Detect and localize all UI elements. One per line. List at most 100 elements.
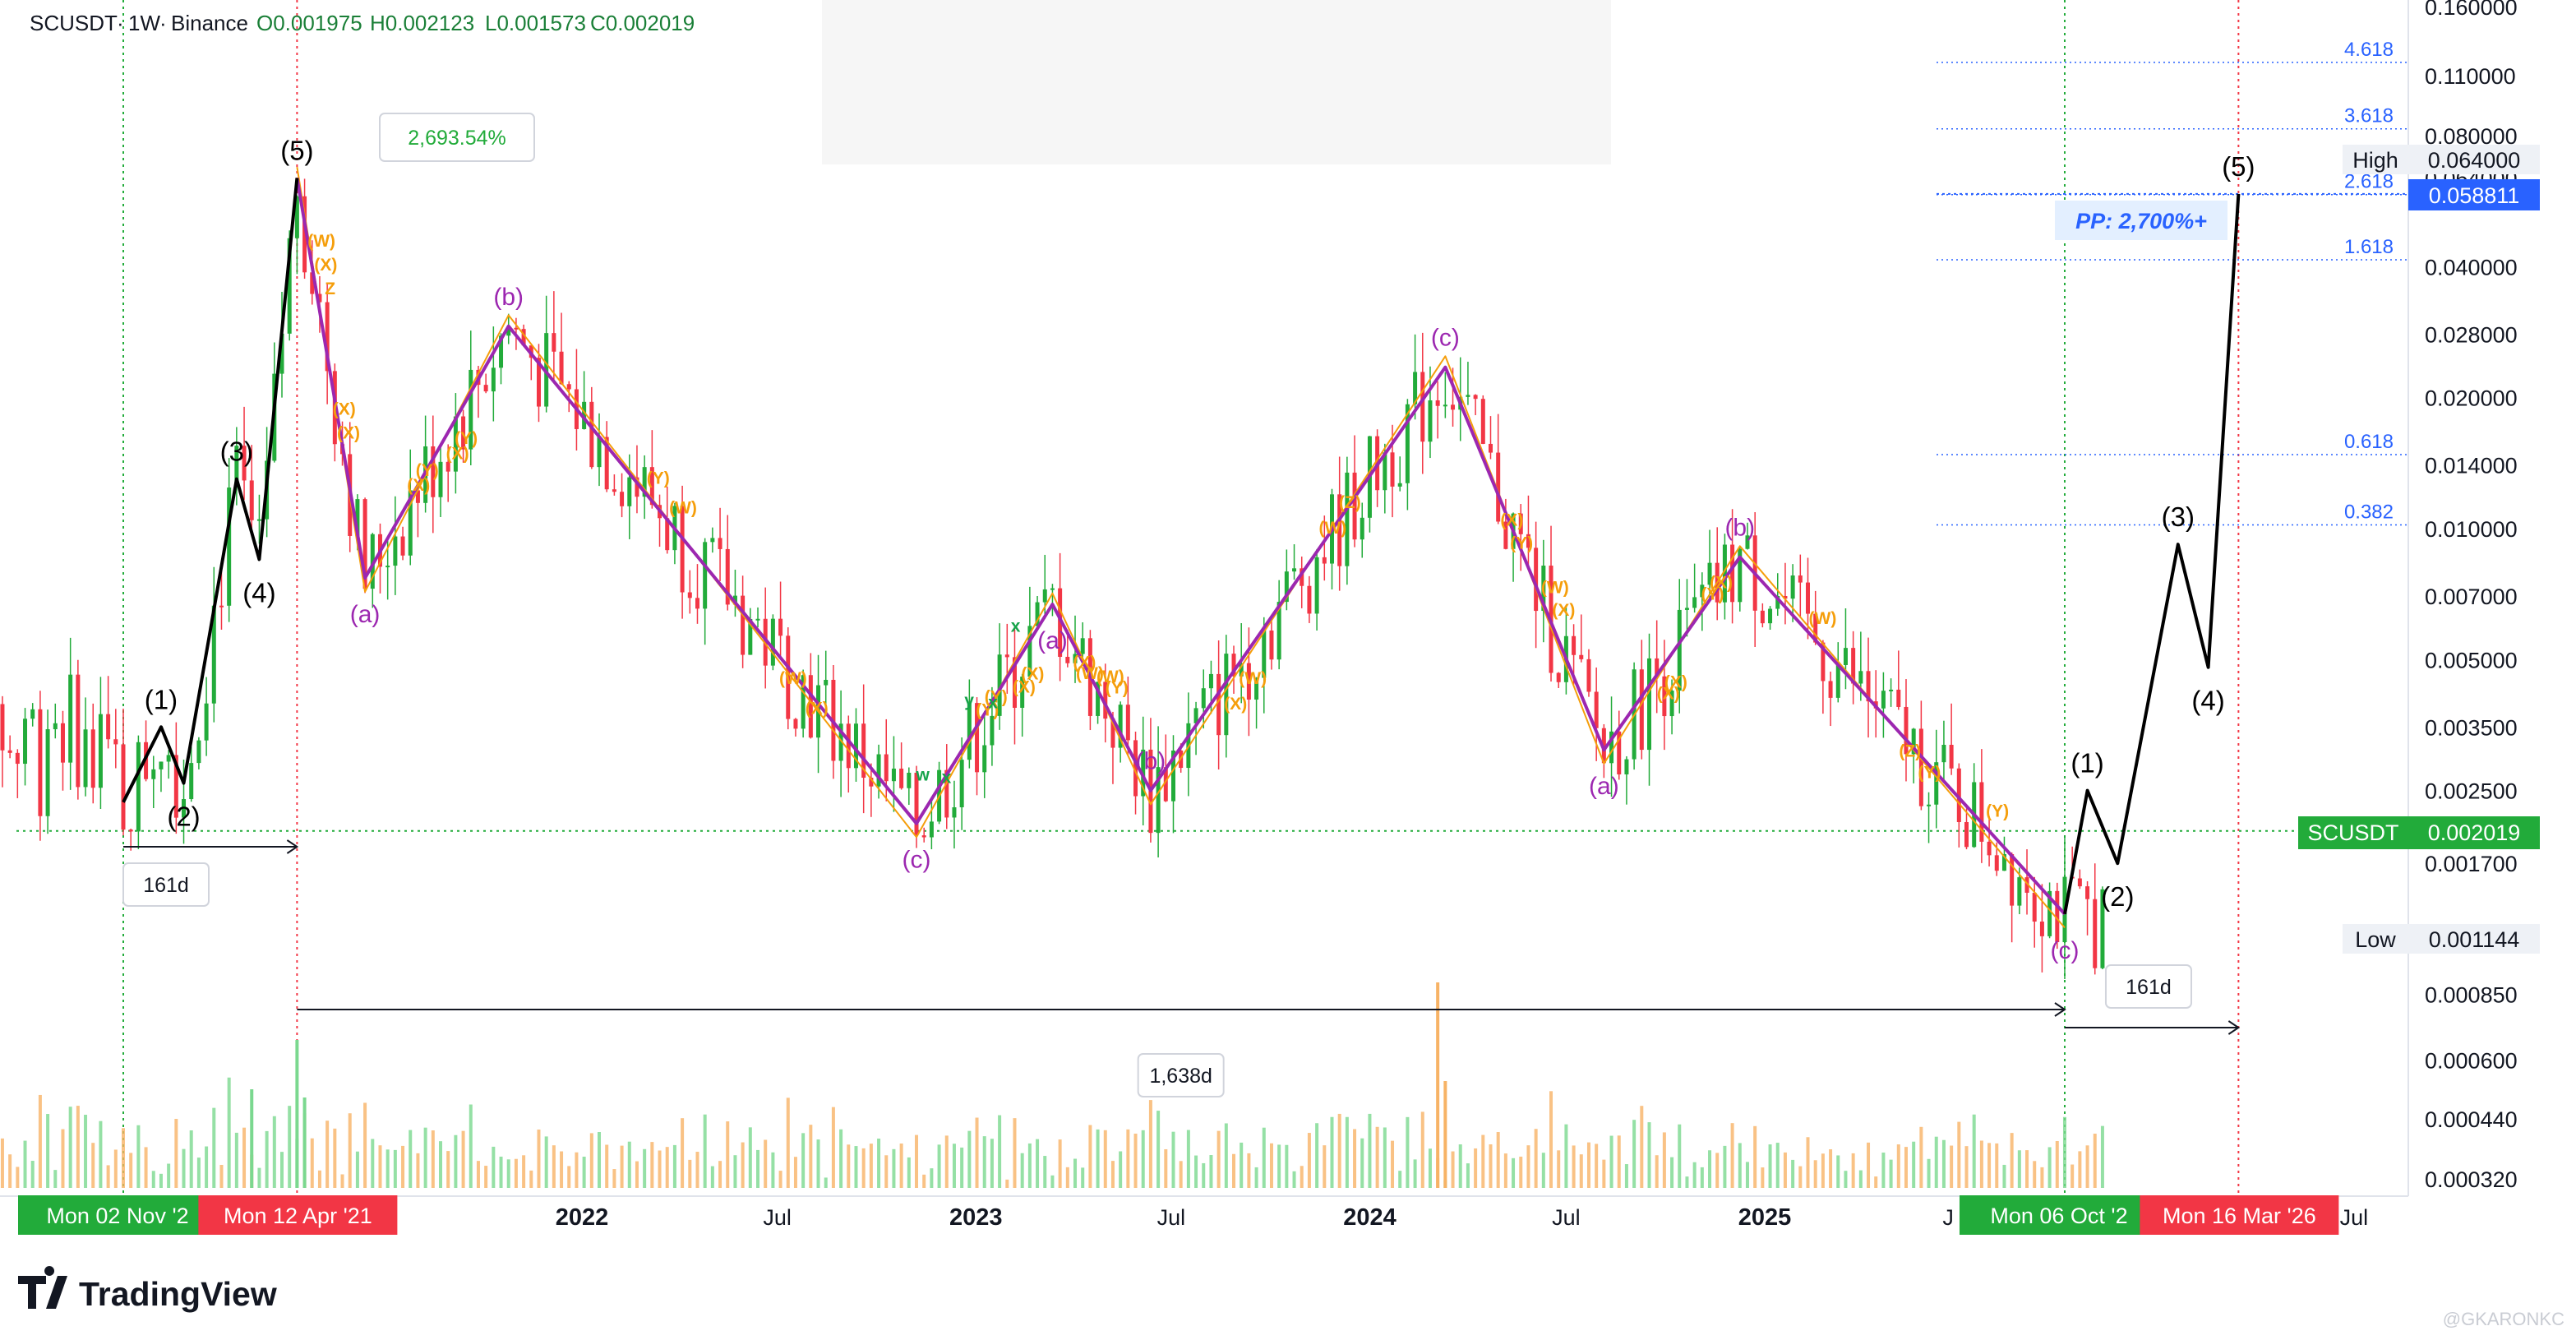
candle-body: [808, 675, 813, 738]
candle-body: [0, 704, 5, 751]
candle-body: [1322, 557, 1327, 564]
price-axis-label: 0.010000: [2425, 517, 2518, 542]
volume-bar: [688, 1159, 692, 1188]
wave-label-subwave: (X): [1013, 677, 1036, 696]
candle-body: [2032, 892, 2037, 922]
wave-label-subwave: (Y): [416, 461, 439, 480]
header-high: H0.002123: [370, 11, 474, 35]
candle-body: [1201, 688, 1206, 709]
candle-body: [1435, 400, 1440, 406]
candle-body: [604, 437, 609, 490]
candle-body: [2001, 853, 2006, 871]
volume-bar: [136, 1125, 141, 1188]
candle-body: [975, 703, 980, 773]
candle-body: [1065, 656, 1070, 663]
volume-bar: [1609, 1135, 1613, 1188]
candle-body: [1896, 689, 1901, 707]
candle-body: [793, 719, 798, 729]
candle-body: [824, 679, 829, 686]
price-tag-high-label: High: [2352, 148, 2398, 173]
wave-label-subwave: (W): [1096, 668, 1124, 686]
volume-bar: [598, 1132, 602, 1188]
candle-body: [1352, 472, 1357, 540]
wave-label-impulse: (3): [220, 437, 253, 467]
wave-label-subwave: (X): [1552, 601, 1575, 620]
volume-bar: [348, 1113, 352, 1188]
volume-bar: [1723, 1145, 1727, 1188]
volume-bar: [816, 1139, 820, 1188]
volume-bar: [484, 1166, 488, 1188]
candle-body: [1534, 548, 1539, 612]
volume-bar: [1164, 1148, 1168, 1188]
pp-text: PP: 2,700%+: [2075, 209, 2207, 233]
candle-body: [151, 769, 156, 779]
price-tag-high: High 0.064000: [2343, 145, 2540, 174]
volume-bar: [1957, 1121, 1961, 1188]
measure-box: [122, 862, 210, 907]
volume-bar: [46, 1114, 50, 1188]
wave-label-subwave: (Y): [1510, 534, 1533, 553]
volume-bar: [1065, 1167, 1069, 1188]
wave-label-subwave: (X): [407, 476, 430, 495]
wave-label-subwave: (W): [779, 669, 807, 688]
volume-bar: [560, 1151, 564, 1188]
volume-bar: [922, 1174, 926, 1188]
volume-bar: [1224, 1123, 1228, 1188]
volume-bar: [2002, 1164, 2006, 1188]
volume-bar: [1345, 1116, 1349, 1188]
candle-body: [1692, 597, 1697, 608]
candle-body: [1292, 568, 1297, 572]
wave-label-subwave: (X): [806, 699, 829, 718]
volume-bar: [1081, 1167, 1085, 1188]
candle-body: [1473, 395, 1478, 400]
fib-level-label: 3.618: [2344, 105, 2394, 127]
volume-bar: [469, 1104, 473, 1188]
volume-bar: [2033, 1161, 2037, 1188]
candle-body: [242, 446, 247, 481]
volume-bar: [824, 1177, 828, 1188]
candle-body: [98, 714, 103, 788]
volume-bar: [1148, 1100, 1152, 1188]
volume-bar: [1043, 1156, 1047, 1188]
volume-bar: [1292, 1171, 1296, 1188]
wave-label-subwave: (X): [1073, 654, 1096, 672]
candle-body: [1639, 669, 1644, 751]
volume-bar: [2062, 1116, 2066, 1188]
candle-body: [234, 446, 239, 488]
candle-body: [1163, 767, 1168, 802]
time-axis[interactable]: 2022 Jul 2023 Jul 2024 Jul 2025 J Jul Mon 02 Nov …: [18, 1195, 2368, 1235]
tradingview-logo[interactable]: TradingView: [18, 1266, 277, 1313]
candle-body: [1428, 400, 1433, 442]
volume-bar: [1277, 1144, 1281, 1188]
volume-bar: [1640, 1106, 1644, 1188]
volume-bar: [990, 1139, 994, 1188]
volume-bar: [2055, 1140, 2059, 1188]
projection-wave-line: [2063, 193, 2241, 915]
wave-label-correction: (a): [1037, 627, 1068, 654]
volume-bar: [544, 1136, 548, 1188]
candle-body: [1231, 654, 1236, 677]
candle-body: [53, 723, 58, 730]
volume-bar: [778, 1171, 782, 1188]
candle-body: [1193, 708, 1198, 723]
candle-body: [1216, 673, 1221, 736]
candle-body: [1480, 399, 1485, 444]
purple-wave-path: [295, 178, 2066, 916]
price-axis[interactable]: 0.1600000.1100000.0800000.0640000.040000…: [2425, 0, 2518, 1192]
header-close: C0.002019: [590, 11, 695, 35]
candle-body: [1821, 642, 1826, 682]
volume-bar: [1858, 1170, 1863, 1188]
candle-body: [38, 709, 43, 816]
candle-body: [415, 490, 420, 503]
volume-bar: [1368, 1113, 1372, 1188]
candle-body: [2017, 877, 2022, 906]
candle-body: [763, 618, 768, 666]
volume-bar: [212, 1107, 216, 1188]
volume-bar: [1020, 1153, 1024, 1188]
candle-body: [861, 723, 866, 778]
volume-bar: [1768, 1144, 1772, 1188]
candle-body: [1397, 483, 1402, 487]
volume-bar: [2017, 1150, 2021, 1188]
volume-bar: [1700, 1167, 1704, 1188]
